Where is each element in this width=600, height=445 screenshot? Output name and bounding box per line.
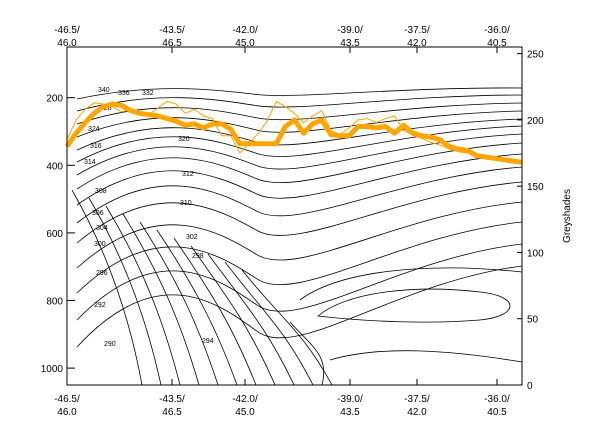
right-tick-label: 200 xyxy=(527,116,544,127)
left-axis: 200 400 600 800 1000 xyxy=(41,94,75,375)
left-tick-label: 800 xyxy=(46,297,63,308)
left-tick-label: 400 xyxy=(46,161,63,172)
contour-line xyxy=(317,288,511,323)
contour-line xyxy=(76,142,523,190)
x-tick-label-line2: 42.0 xyxy=(407,407,427,418)
right-tick-label: 50 xyxy=(527,315,539,326)
contour-label: 298 xyxy=(192,253,204,260)
right-tick-label: 0 xyxy=(527,381,533,392)
contour-line xyxy=(139,221,219,386)
right-axis: 0 50 100 150 200 250 xyxy=(517,50,544,392)
contour-line xyxy=(76,153,523,206)
contour-line xyxy=(224,261,314,386)
contour-label: 306 xyxy=(92,210,104,217)
x-tick-label-line2: 42.0 xyxy=(407,38,427,49)
contour-line xyxy=(76,201,523,269)
x-tick-label-line1: -37.5/ xyxy=(404,394,430,405)
x-tick-label-line2: 46.5 xyxy=(162,407,182,418)
x-tick-label-line1: -42.0/ xyxy=(232,25,258,36)
contour-label: 314 xyxy=(84,159,96,166)
x-tick-label-line2: 45.0 xyxy=(235,407,255,418)
x-tick-label-line2: 45.0 xyxy=(235,38,255,49)
right-tick-label: 250 xyxy=(527,50,544,61)
contour-line xyxy=(76,265,523,348)
x-tick-label-line2: 40.5 xyxy=(487,38,507,49)
x-tick-label-line2: 46.0 xyxy=(57,38,77,49)
contour-line xyxy=(76,102,523,125)
contour-line xyxy=(173,237,257,386)
contour-line xyxy=(299,267,523,301)
left-tick-label: 200 xyxy=(46,94,63,105)
contour-label: 292 xyxy=(94,302,106,309)
contour-label: 308 xyxy=(95,188,107,195)
contour-label: 324 xyxy=(88,126,100,133)
contour-label: 290 xyxy=(104,341,116,348)
x-tick-label-line1: -36.0/ xyxy=(484,394,510,405)
greyshade-series-thin xyxy=(66,100,523,162)
contour-line xyxy=(71,189,143,386)
contour-label: 304 xyxy=(96,225,108,232)
left-tick-label: 1000 xyxy=(41,364,64,375)
contour-label: 300 xyxy=(94,241,106,248)
contour-label: 340 xyxy=(98,87,110,94)
contour-line xyxy=(289,321,325,386)
contour-label: 320 xyxy=(178,136,190,143)
right-tick-label: 100 xyxy=(527,248,544,259)
contour-label: 312 xyxy=(182,171,194,178)
contour-line xyxy=(156,229,238,386)
x-tick-label-line1: -36.0/ xyxy=(484,25,510,36)
plot-frame xyxy=(66,46,523,386)
right-axis-title: Greyshades xyxy=(562,189,573,243)
x-tick-label-line2: 40.5 xyxy=(487,407,507,418)
x-tick-label-line2: 43.5 xyxy=(340,407,360,418)
x-tick-label-line2: 46.0 xyxy=(57,407,77,418)
top-axis: -46.5/46.0 -43.5/46.5 -42.0/45.0 -39.0/43.5… xyxy=(54,25,510,53)
x-tick-label-line1: -42.0/ xyxy=(232,394,258,405)
contour-line xyxy=(207,253,295,386)
x-tick-label-line1: -46.5/ xyxy=(54,25,80,36)
contour-label: 332 xyxy=(142,90,154,97)
x-tick-label-line1: -39.0/ xyxy=(337,394,363,405)
contour-line xyxy=(76,94,523,112)
contour-line xyxy=(76,133,523,176)
contour-line xyxy=(76,166,523,224)
contour-line xyxy=(76,181,523,244)
contour-line xyxy=(329,350,523,363)
bottom-axis: -46.5/46.0 -43.5/46.5 -42.0/45.0 -39.0/43.5… xyxy=(54,379,510,418)
x-tick-label-line1: -46.5/ xyxy=(54,394,80,405)
contour-label: 310 xyxy=(180,200,192,207)
contour-line xyxy=(76,110,523,138)
contour-label: 294 xyxy=(202,338,214,345)
greyshade-series-thick xyxy=(64,101,523,165)
contour-label: 302 xyxy=(186,234,198,241)
contour-label: 296 xyxy=(96,270,108,277)
x-tick-label-line1: -43.5/ xyxy=(159,394,185,405)
x-tick-label-line2: 46.5 xyxy=(162,38,182,49)
contour-label: 336 xyxy=(118,90,130,97)
right-tick-label: 150 xyxy=(527,182,544,193)
x-tick-label-line1: -37.5/ xyxy=(404,25,430,36)
contour-label: 316 xyxy=(90,143,102,150)
contour-line xyxy=(122,213,200,386)
contour-labels: 340 336 332 328 324 320 316 314 312 310 308 306 304 3… xyxy=(84,87,214,348)
contour-line xyxy=(88,197,162,386)
contour-label: 328 xyxy=(100,105,112,112)
contour-line xyxy=(76,243,523,321)
left-tick-label: 600 xyxy=(46,229,63,240)
x-tick-label-line2: 43.5 xyxy=(340,38,360,49)
contour-line xyxy=(241,269,333,386)
contour-line xyxy=(190,245,276,386)
x-tick-label-line1: -43.5/ xyxy=(159,25,185,36)
contour-line xyxy=(105,205,181,386)
contour-lines xyxy=(71,87,523,386)
series-layer xyxy=(64,100,523,165)
contour-line xyxy=(76,87,523,100)
x-tick-label-line1: -39.0/ xyxy=(337,25,363,36)
contour-line xyxy=(76,221,523,294)
